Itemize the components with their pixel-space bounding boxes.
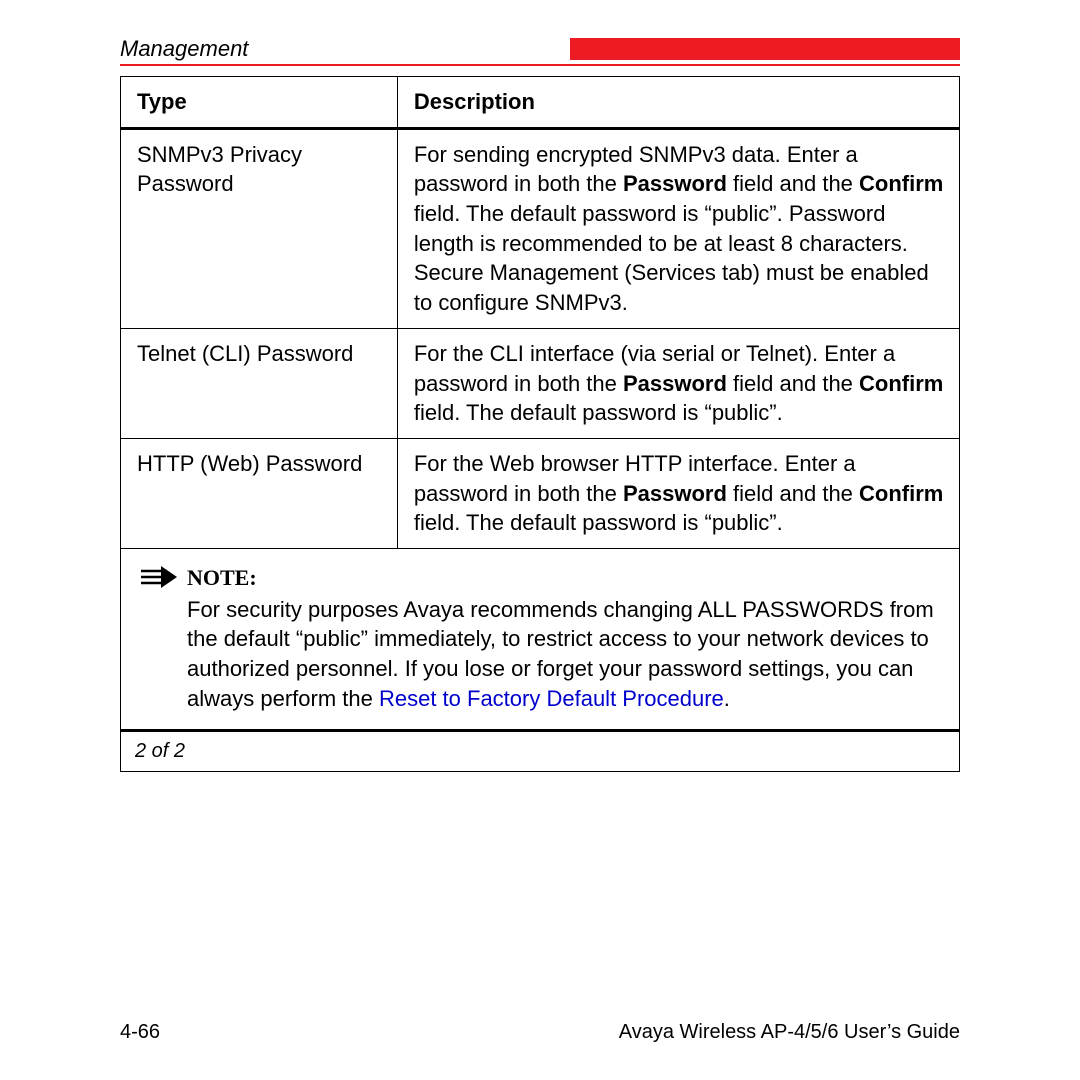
table-row: SNMPv3 Privacy Password For sending encr… (121, 128, 960, 328)
table-row: HTTP (Web) Password For the Web browser … (121, 438, 960, 548)
note-text: For security purposes Avaya recommends c… (187, 595, 941, 714)
brand-bar (570, 38, 960, 60)
cell-type: HTTP (Web) Password (121, 438, 398, 548)
page-header: Management (120, 36, 960, 62)
note-label: NOTE: (187, 565, 257, 590)
table-row: Telnet (CLI) Password For the CLI interf… (121, 328, 960, 438)
page-number: 4-66 (120, 1021, 160, 1044)
column-header-description: Description (397, 77, 959, 129)
column-header-type: Type (121, 77, 398, 129)
note-arrow-icon (139, 563, 187, 596)
guide-title: Avaya Wireless AP-4/5/6 User’s Guide (619, 1021, 960, 1044)
table-pager: 2 of 2 (121, 731, 960, 772)
password-types-table: Type Description SNMPv3 Privacy Password… (120, 76, 960, 772)
cell-type: SNMPv3 Privacy Password (121, 128, 398, 328)
note-row: NOTE: For security purposes Avaya recomm… (121, 548, 960, 730)
link-reset-factory-default[interactable]: Reset to Factory Default Procedure (379, 686, 724, 711)
cell-description: For sending encrypted SNMPv3 data. Enter… (397, 128, 959, 328)
cell-description: For the CLI interface (via serial or Tel… (397, 328, 959, 438)
cell-description: For the Web browser HTTP interface. Ente… (397, 438, 959, 548)
section-title: Management (120, 36, 248, 62)
page-footer: 4-66 Avaya Wireless AP-4/5/6 User’s Guid… (120, 1021, 960, 1044)
header-divider (120, 64, 960, 66)
table-header-row: Type Description (121, 77, 960, 129)
cell-type: Telnet (CLI) Password (121, 328, 398, 438)
table-pager-row: 2 of 2 (121, 731, 960, 772)
